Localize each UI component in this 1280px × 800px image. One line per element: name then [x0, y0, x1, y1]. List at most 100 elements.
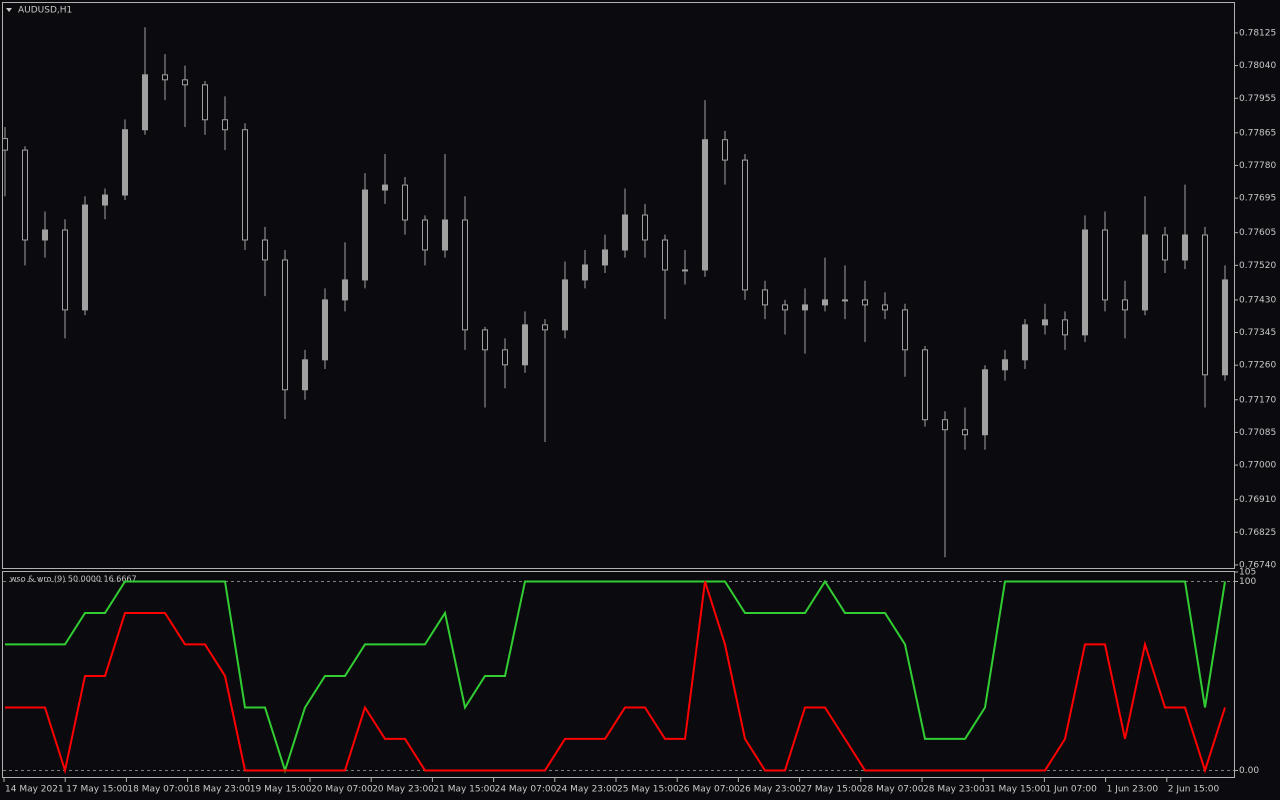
- x-tick-label: 24 May 07:00: [495, 785, 557, 795]
- x-tick-label: 28 May 07:00: [862, 785, 924, 795]
- y-tick-label: 0.77695: [1239, 194, 1276, 204]
- y-tick-label: 0.78125: [1239, 28, 1276, 38]
- candle-body: [42, 229, 48, 241]
- candle-body: [1062, 319, 1068, 336]
- candle-body: [122, 129, 128, 196]
- candle-body: [222, 119, 228, 131]
- candle-body: [662, 239, 668, 271]
- candle-body: [282, 259, 288, 391]
- candle-body: [602, 249, 608, 266]
- x-tick-label: 1 Jun 23:00: [1107, 785, 1159, 795]
- candle-body: [422, 219, 428, 251]
- y-tick-label: 100: [1239, 577, 1256, 587]
- y-tick-label: 0.77605: [1239, 228, 1276, 238]
- candle-body: [722, 139, 728, 161]
- candle-body: [302, 359, 308, 391]
- candle-body: [562, 279, 568, 331]
- candle-body: [1102, 229, 1108, 301]
- candle-body: [522, 324, 528, 366]
- candle-body: [1042, 319, 1048, 326]
- candle-body: [1022, 324, 1028, 361]
- candle-body: [822, 299, 828, 306]
- candle-body: [642, 214, 648, 241]
- indicator-panel-frame: [2, 571, 1235, 778]
- x-tick-label: 18 May 07:00: [127, 785, 189, 795]
- y-tick-label: 0.76910: [1239, 495, 1276, 505]
- candle-body: [982, 369, 988, 436]
- y-tick-label: 0.77260: [1239, 361, 1276, 371]
- x-tick-label: 14 May 2021: [5, 785, 64, 795]
- candle-body: [1202, 234, 1208, 376]
- x-tick-label: 31 May 15:00: [984, 785, 1046, 795]
- candle-body: [462, 219, 468, 331]
- x-tick-label: 1 Jun 07:00: [1045, 785, 1097, 795]
- y-tick-label: 0.77520: [1239, 261, 1276, 271]
- indicator-line: [5, 579, 1226, 774]
- x-tick-label: 20 May 07:00: [311, 785, 373, 795]
- x-tick-label: 27 May 15:00: [801, 785, 863, 795]
- y-tick-label: 0.00: [1239, 766, 1259, 776]
- x-tick-label: 19 May 15:00: [250, 785, 312, 795]
- candle-body: [82, 204, 88, 311]
- candle-body: [1162, 234, 1168, 261]
- y-tick-label: 0.78040: [1239, 61, 1276, 71]
- candle-body: [1222, 279, 1228, 376]
- y-tick-label: 0.77345: [1239, 328, 1276, 338]
- candle-body: [102, 194, 108, 206]
- y-tick-label: 0.77000: [1239, 461, 1276, 471]
- price-panel-frame: [2, 2, 1235, 569]
- candle-body: [142, 74, 148, 131]
- candle-body: [682, 269, 688, 272]
- candle-body: [362, 189, 368, 281]
- candle-body: [582, 264, 588, 281]
- x-tick-label: 26 May 07:00: [678, 785, 740, 795]
- candle-body: [942, 419, 948, 431]
- x-tick-label: 25 May 15:00: [617, 785, 679, 795]
- y-tick-label: 0.77170: [1239, 395, 1276, 405]
- candle-body: [702, 139, 708, 271]
- x-tick-label: 24 May 23:00: [556, 785, 618, 795]
- menu-triangle[interactable]: [6, 8, 12, 12]
- y-tick-label: 0.76825: [1239, 528, 1276, 538]
- candle-body: [622, 214, 628, 251]
- candle-body: [242, 129, 248, 241]
- candle-body: [782, 304, 788, 311]
- x-tick-label: 21 May 15:00: [433, 785, 495, 795]
- candle-body: [482, 329, 488, 351]
- candle-body: [862, 299, 868, 306]
- y-tick-label: 105: [1239, 568, 1256, 578]
- x-tick-label: 26 May 23:00: [739, 785, 801, 795]
- candle-body: [402, 184, 408, 221]
- candle-body: [262, 239, 268, 261]
- candle-body: [762, 289, 768, 306]
- x-tick-label: 17 May 15:00: [66, 785, 128, 795]
- candle-body: [1142, 234, 1148, 311]
- y-tick-label: 0.77085: [1239, 428, 1276, 438]
- y-tick-label: 0.77955: [1239, 94, 1276, 104]
- indicator-line: [5, 581, 1226, 775]
- candle-body: [962, 429, 968, 436]
- candle-body: [882, 304, 888, 311]
- candle-body: [62, 229, 68, 311]
- candle-body: [742, 159, 748, 291]
- x-tick-label: 28 May 23:00: [923, 785, 985, 795]
- candle-body: [22, 149, 28, 241]
- candle-body: [542, 324, 548, 331]
- candle-body: [442, 219, 448, 251]
- x-tick-label: 20 May 23:00: [372, 785, 434, 795]
- y-tick-label: 0.77865: [1239, 128, 1276, 138]
- x-tick-label: 18 May 23:00: [189, 785, 251, 795]
- candle-body: [1002, 359, 1008, 371]
- candle-body: [502, 349, 508, 366]
- marks: 0.78125 0.78040 0.77955 0.77865 0.77780 0.776…: [2, 27, 1276, 795]
- candle-body: [922, 349, 928, 421]
- candle-body: [182, 79, 188, 86]
- indicator-title: wso & wro (9) 50.0000 16.6667: [10, 575, 137, 584]
- candle-body: [1182, 234, 1188, 261]
- y-tick-label: 0.76740: [1239, 560, 1276, 570]
- candle-body: [162, 74, 168, 81]
- candle-body: [842, 299, 848, 302]
- candle-body: [902, 309, 908, 351]
